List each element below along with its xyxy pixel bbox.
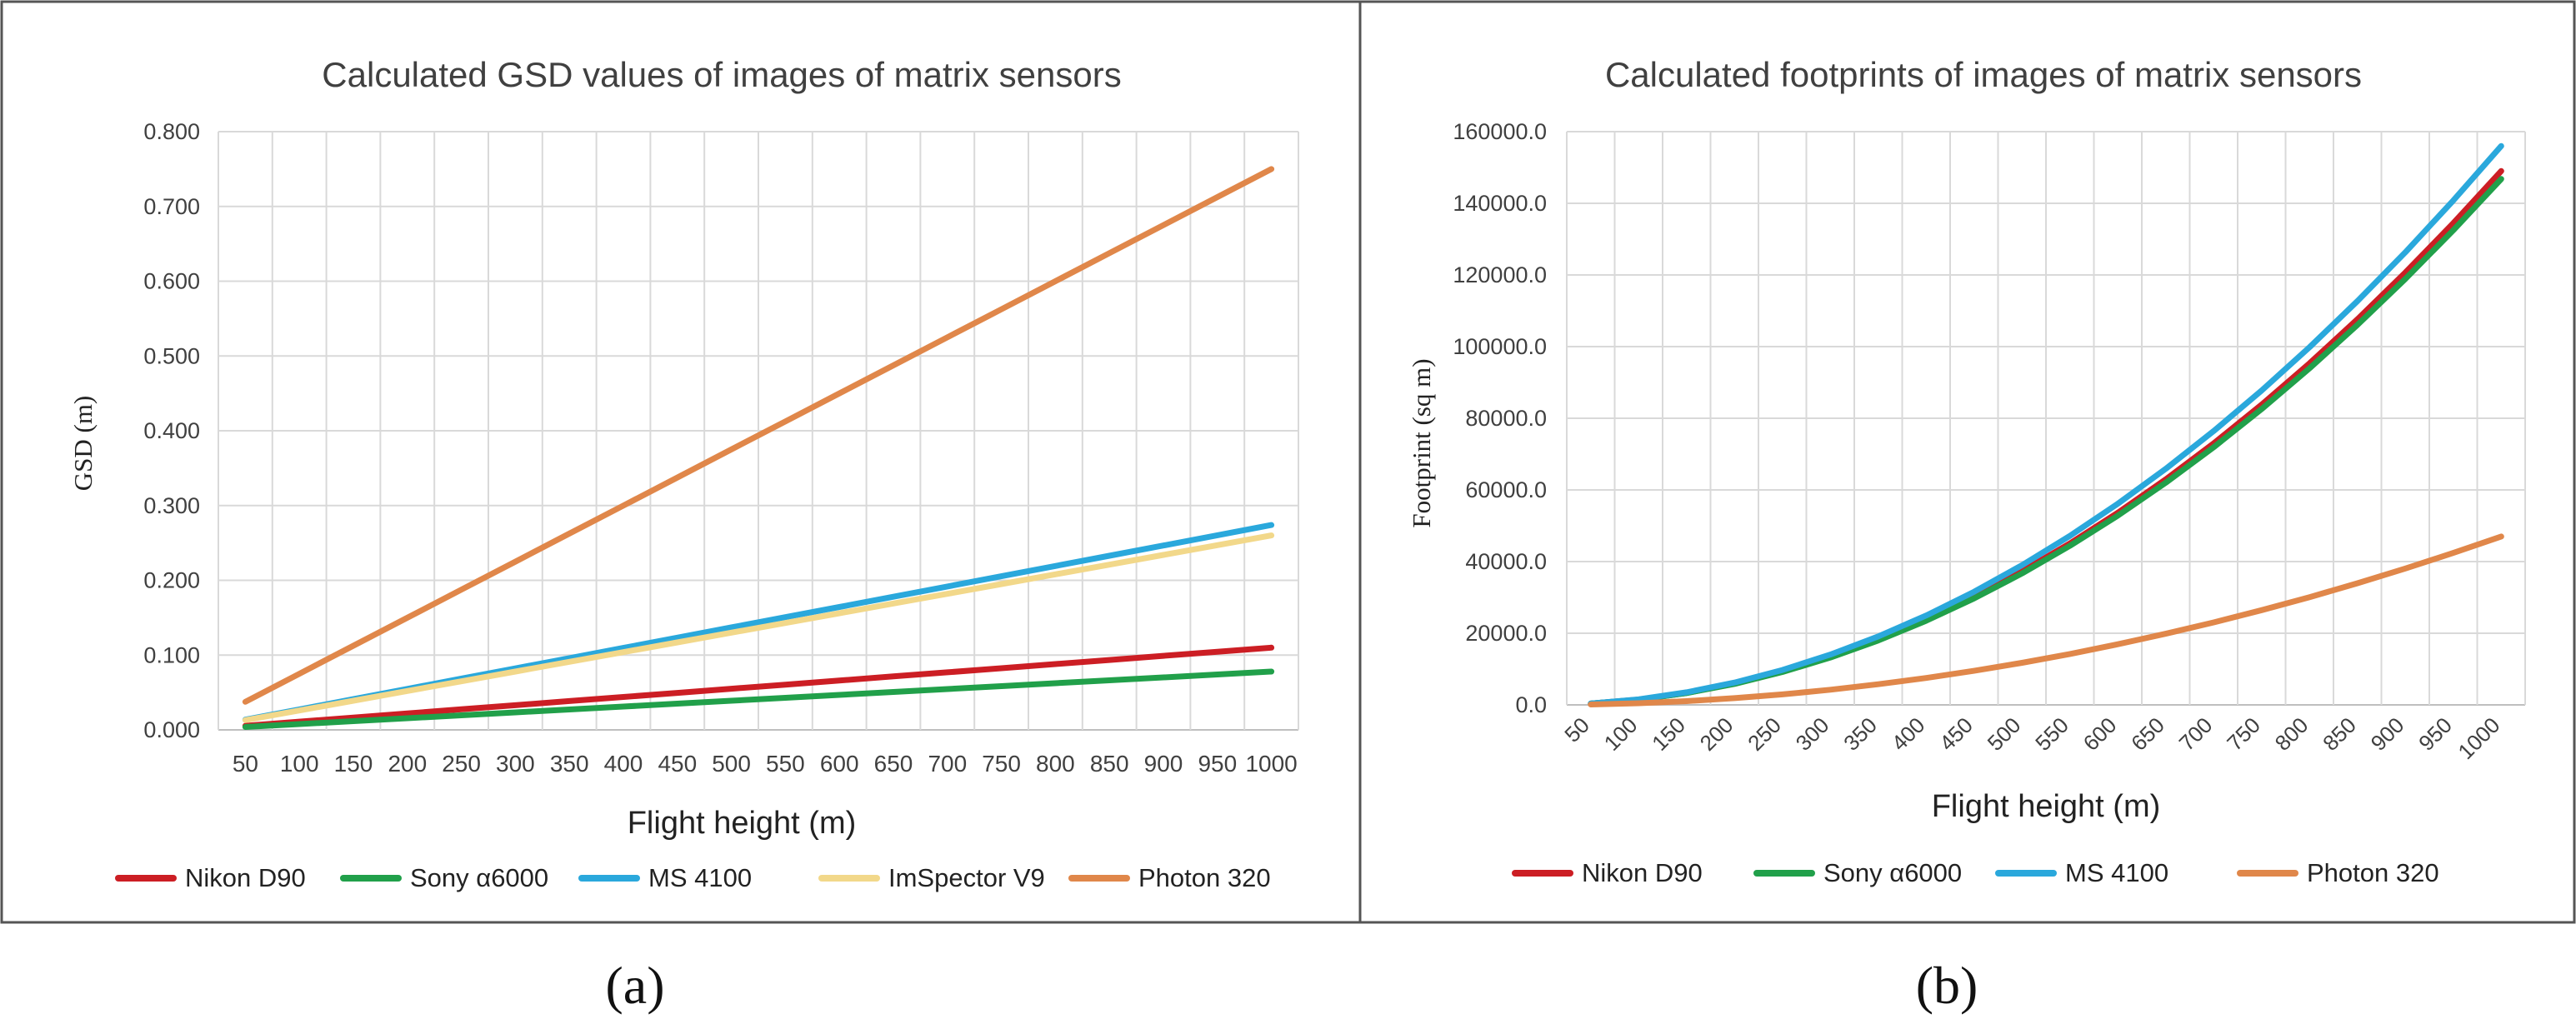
y-tick-label-a: 0.300 <box>143 493 200 518</box>
legend-label-b-1: Nikon D90 <box>1582 858 1703 887</box>
x-tick-label-a: 500 <box>712 751 751 777</box>
x-tick-label-a: 1000 <box>1245 751 1297 777</box>
x-tick-label-a: 200 <box>388 751 427 777</box>
gridlines-a <box>218 131 1299 731</box>
y-tick-label-b: 140000.0 <box>1453 191 1547 216</box>
y-ticks-a: 0.000 0.100 0.200 0.300 0.400 0.500 0.600 0.700… <box>143 119 200 742</box>
x-tick-label-a: 800 <box>1036 751 1075 777</box>
series-line-a-5 <box>242 166 1275 705</box>
legend-a: Nikon D90 Sony α6000 MS 4100 ImSpector V9 Ph… <box>115 863 1271 892</box>
y-ticks-b: 0.0 20000.0 40000.0 60000.0 80000.0 100000.0 1… <box>1453 119 1547 717</box>
y-tick-label-a: 0.400 <box>143 418 200 443</box>
legend-b: Nikon D90 Sony α6000 MS 4100 Photon 320 <box>1512 858 2439 887</box>
y-tick-label-b: 80000.0 <box>1465 406 1547 431</box>
legend-label-a-3: MS 4100 <box>648 863 752 892</box>
gridlines-b <box>1566 131 2526 706</box>
y-tick-label-b: 0.0 <box>1515 692 1547 717</box>
caption-b: (b) <box>1916 956 1978 1015</box>
y-tick-label-a: 0.500 <box>143 343 200 368</box>
chart-title-b: Calculated footprints of images of matri… <box>1605 55 2362 94</box>
x-tick-label-a: 650 <box>874 751 913 777</box>
x-ticks-a: 50 100 150 200 250 300 350 400 450 500 550 600 650 70… <box>233 751 1298 777</box>
y-tick-label-b: 100000.0 <box>1453 334 1547 359</box>
y-tick-label-a: 0.200 <box>143 568 200 593</box>
series-line-b-4 <box>1588 533 2504 707</box>
x-tick-label-a: 300 <box>496 751 535 777</box>
legend-label-b-3: MS 4100 <box>2065 858 2168 887</box>
y-tick-label-a: 0.100 <box>143 642 200 667</box>
y-tick-label-a: 0.600 <box>143 269 200 294</box>
y-tick-label-a: 0.000 <box>143 717 200 742</box>
x-tick-label-a: 550 <box>766 751 805 777</box>
x-tick-label-a: 50 <box>233 751 258 777</box>
legend-label-a-2: Sony α6000 <box>410 863 548 892</box>
y-tick-label-a: 0.800 <box>143 119 200 144</box>
legend-label-a-5: Photon 320 <box>1138 863 1271 892</box>
x-tick-label-a: 400 <box>604 751 643 777</box>
x-tick-label-a: 600 <box>820 751 859 777</box>
legend-label-a-4: ImSpector V9 <box>888 863 1045 892</box>
series-line-b-3 <box>1588 142 2504 707</box>
x-tick-label-a: 750 <box>982 751 1021 777</box>
y-tick-label-a: 0.700 <box>143 194 200 219</box>
legend-label-b-2: Sony α6000 <box>1823 858 1962 887</box>
x-axis-label-a: Flight height (m) <box>628 806 857 841</box>
x-tick-label-a: 700 <box>928 751 967 777</box>
legend-label-a-1: Nikon D90 <box>185 863 306 892</box>
series-line-a-1 <box>242 644 1275 729</box>
series-lines-b <box>1588 142 2504 707</box>
figure-frame <box>0 0 2576 924</box>
x-tick-label-a: 100 <box>280 751 319 777</box>
caption-a: (a) <box>605 956 664 1015</box>
chart-title-a: Calculated GSD values of images of matri… <box>322 55 1121 94</box>
x-tick-label-a: 850 <box>1090 751 1129 777</box>
y-tick-label-b: 20000.0 <box>1465 621 1547 646</box>
series-lines-a <box>242 166 1275 730</box>
x-tick-label-a: 900 <box>1144 751 1183 777</box>
chart-panel-a: Calculated GSD values of images of matri… <box>68 55 1299 892</box>
legend-label-b-4: Photon 320 <box>2307 858 2439 887</box>
series-line-a-2 <box>242 668 1275 730</box>
x-tick-label-a: 350 <box>550 751 589 777</box>
x-tick-label-a: 450 <box>658 751 697 777</box>
x-tick-label-a: 250 <box>442 751 481 777</box>
x-tick-label-a: 950 <box>1198 751 1237 777</box>
y-tick-label-b: 160000.0 <box>1453 119 1547 144</box>
y-axis-label-b: Footprint (sq m) <box>1407 358 1436 527</box>
y-tick-label-b: 120000.0 <box>1453 262 1547 287</box>
y-axis-label-a: GSD (m) <box>68 396 98 492</box>
series-line-a-4 <box>242 532 1275 723</box>
y-tick-label-b: 40000.0 <box>1465 549 1547 574</box>
x-tick-label-a: 150 <box>334 751 373 777</box>
y-tick-label-b: 60000.0 <box>1465 477 1547 502</box>
x-axis-label-b: Flight height (m) <box>1932 789 2161 824</box>
